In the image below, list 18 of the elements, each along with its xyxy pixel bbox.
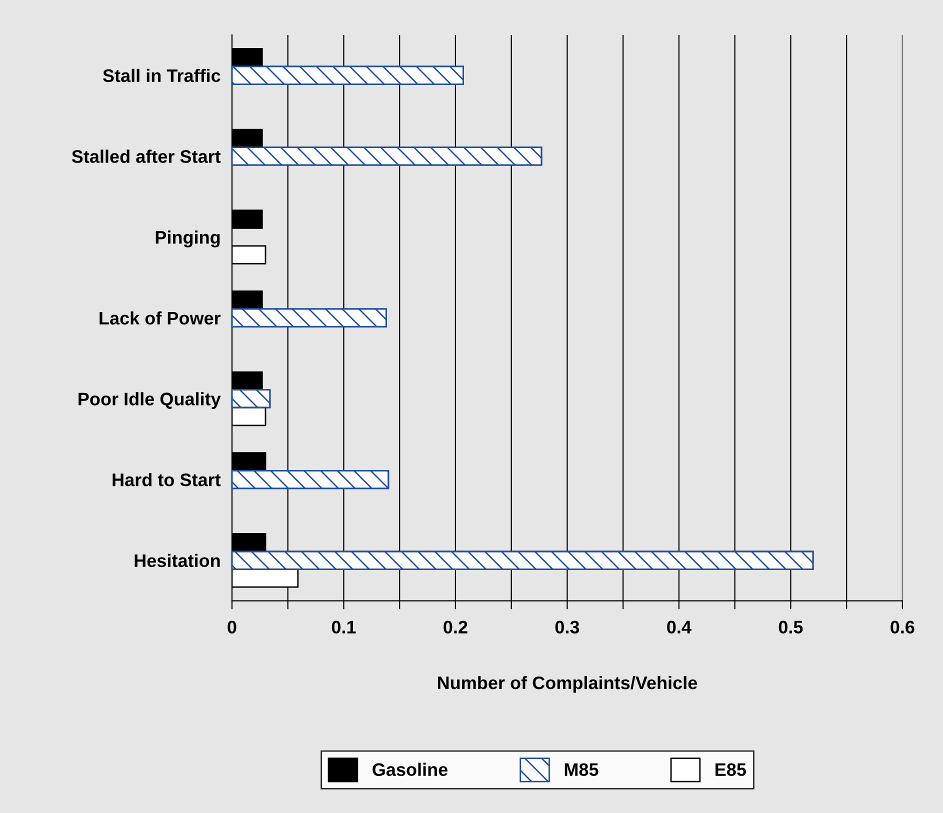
x-tick-label: 0.2 — [444, 620, 468, 634]
y-tick-label: Hesitation — [134, 554, 220, 568]
y-tick-label: Stall in Traffic — [103, 68, 220, 82]
x-tick-label: 0 — [228, 620, 236, 634]
y-tick-label: Hard to Start — [112, 473, 221, 486]
x-tick-label: 0.6 — [890, 620, 914, 634]
y-tick-label: Pinging — [156, 230, 220, 248]
x-tick-label: 0.3 — [555, 620, 580, 634]
y-tick-label: Lack of Power — [100, 311, 221, 325]
legend-label: E85 — [716, 763, 746, 776]
y-tick-label: Stalled after Start — [72, 150, 221, 163]
x-tick-label: 0.1 — [332, 620, 356, 634]
legend-label: M85 — [564, 763, 598, 776]
x-tick-label: 0.4 — [667, 620, 692, 634]
y-tick-label: Poor Idle Quality — [78, 392, 221, 410]
x-axis-title: Number of Complaints/Vehicle — [438, 676, 698, 693]
legend-label: Gasoline — [372, 762, 448, 776]
x-tick-label: 0.5 — [778, 620, 803, 634]
